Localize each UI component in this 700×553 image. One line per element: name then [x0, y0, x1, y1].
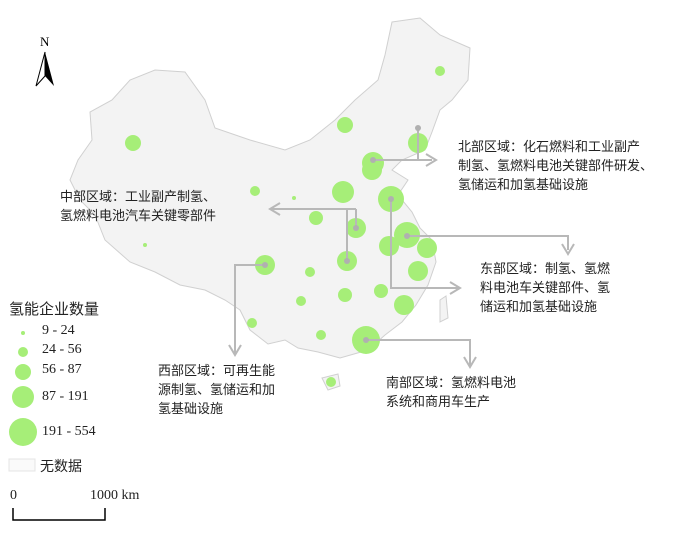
north-label: N [40, 34, 50, 49]
legend-circle [9, 418, 37, 446]
legend-class-3: 56 - 87 [42, 362, 82, 377]
province-bubble [408, 261, 428, 281]
province-bubble [332, 181, 354, 203]
taiwan [439, 295, 449, 323]
province-bubble [250, 186, 260, 196]
legend-class-4: 87 - 191 [42, 389, 89, 404]
province-bubble [326, 377, 336, 387]
region-label-central: 中部区域：工业副产制氢、 氢燃料电池汽车关键零部件 [60, 190, 217, 224]
region-label-north: 北部区域：化石燃料和工业副产 制氢、氢燃料电池关键部件研发、 氢储运和加氢基础设施 [458, 140, 654, 193]
legend-circle [18, 347, 28, 357]
scale-zero: 0 [10, 488, 17, 503]
legend-class-1: 9 - 24 [42, 323, 75, 338]
province-bubble [435, 66, 445, 76]
leader-lines [228, 128, 575, 369]
legend-class-2: 24 - 56 [42, 342, 82, 357]
legend-title: 氢能企业数量 [9, 302, 100, 318]
province-bubble [374, 284, 388, 298]
province-bubble [305, 267, 315, 277]
legend-circle [15, 364, 31, 380]
bubble-layer [125, 66, 445, 387]
leader-dots [262, 125, 421, 343]
north-arrow [35, 51, 54, 87]
legend-class-5: 191 - 554 [42, 424, 96, 439]
province-bubble [394, 295, 414, 315]
legend-symbols [9, 331, 37, 446]
province-bubble [338, 288, 352, 302]
province-bubble [125, 135, 141, 151]
legend-circle [12, 386, 34, 408]
legend-circle [21, 331, 25, 335]
province-bubble [362, 160, 382, 180]
province-bubble [309, 211, 323, 225]
scale-max: 1000 km [90, 488, 140, 503]
region-label-south: 南部区域：氢燃料电池 系统和商用车生产 [386, 376, 517, 410]
province-bubble [379, 236, 399, 256]
province-bubble [337, 117, 353, 133]
province-bubble [292, 196, 296, 200]
province-bubble [316, 330, 326, 340]
legend-no-data: 无数据 [40, 460, 82, 475]
province-bubble [247, 318, 257, 328]
province-bubble [417, 238, 437, 258]
province-bubble [143, 243, 147, 247]
no-data-swatch [8, 458, 36, 472]
region-label-west: 西部区域：可再生能 源制氢、氢储运和加 氢基础设施 [158, 364, 276, 417]
region-label-east: 东部区域：制氢、氢燃 料电池车关键部件、氢 储运和加氢基础设施 [480, 262, 611, 315]
scale-bar [12, 508, 106, 521]
province-bubble [296, 296, 306, 306]
